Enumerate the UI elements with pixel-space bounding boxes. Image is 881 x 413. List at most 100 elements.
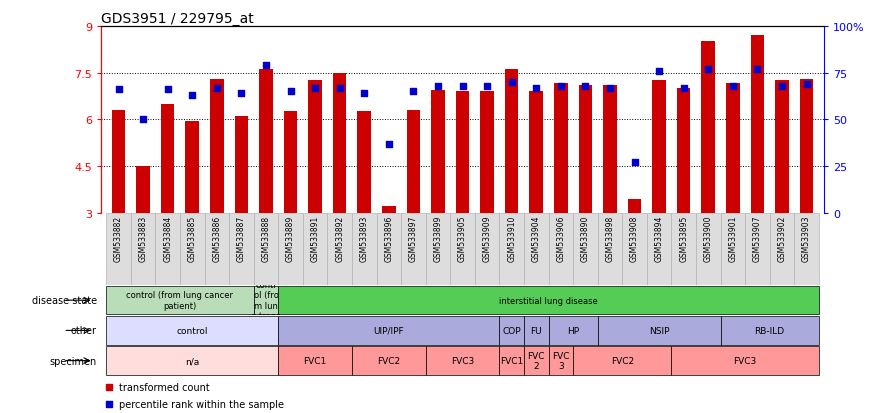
Bar [671, 213, 696, 285]
Bar [112, 111, 125, 213]
Bar [107, 286, 254, 315]
Text: GSM533886: GSM533886 [212, 215, 221, 261]
Point [406, 89, 420, 95]
Point [112, 87, 126, 93]
Bar [549, 316, 597, 345]
Text: percentile rank within the sample: percentile rank within the sample [120, 399, 285, 409]
Point [603, 85, 617, 92]
Bar [480, 92, 494, 213]
Text: UIP/IPF: UIP/IPF [374, 326, 404, 335]
Bar [500, 347, 524, 375]
Bar [721, 316, 818, 345]
Point [136, 116, 150, 123]
Bar [524, 213, 549, 285]
Bar [622, 213, 647, 285]
Text: control: control [176, 326, 208, 335]
Point [357, 90, 371, 97]
Point [431, 83, 445, 90]
Bar [210, 80, 224, 213]
Point [799, 81, 813, 88]
Bar [529, 92, 543, 213]
Point [259, 63, 273, 69]
Bar [352, 213, 376, 285]
Bar [795, 213, 818, 285]
Text: GSM533894: GSM533894 [655, 215, 663, 261]
Bar [603, 86, 617, 213]
Bar [770, 213, 795, 285]
Text: GDS3951 / 229795_at: GDS3951 / 229795_at [101, 12, 254, 26]
Text: GSM533897: GSM533897 [409, 215, 418, 261]
Text: GSM533883: GSM533883 [138, 215, 148, 261]
Text: GSM533904: GSM533904 [532, 215, 541, 262]
Bar [352, 347, 426, 375]
Text: specimen: specimen [49, 356, 97, 366]
Text: GSM533884: GSM533884 [163, 215, 172, 261]
Bar [130, 213, 155, 285]
Bar [376, 213, 401, 285]
Bar [284, 112, 297, 213]
Point [578, 83, 592, 90]
Text: GSM533899: GSM533899 [433, 215, 442, 261]
Bar [647, 213, 671, 285]
Bar [186, 121, 199, 213]
Point [210, 85, 224, 92]
Text: GSM533885: GSM533885 [188, 215, 196, 261]
Bar [500, 213, 524, 285]
Text: GSM533891: GSM533891 [311, 215, 320, 261]
Bar [549, 213, 574, 285]
Bar [229, 213, 254, 285]
Point [775, 83, 789, 90]
Text: RB-ILD: RB-ILD [755, 326, 785, 335]
Bar [308, 81, 322, 213]
Point [726, 83, 740, 90]
Bar [475, 213, 500, 285]
Point [701, 66, 715, 73]
Text: GSM533888: GSM533888 [262, 215, 270, 261]
Bar [455, 92, 470, 213]
Text: GSM533900: GSM533900 [704, 215, 713, 262]
Bar [107, 316, 278, 345]
Bar [751, 36, 764, 213]
Text: GSM533909: GSM533909 [483, 215, 492, 262]
Point [333, 85, 347, 92]
Bar [574, 347, 671, 375]
Point [677, 85, 691, 92]
Text: GSM533893: GSM533893 [359, 215, 369, 261]
Bar [579, 86, 592, 213]
Bar [137, 166, 150, 213]
Text: FVC2: FVC2 [377, 356, 400, 365]
Bar [597, 316, 721, 345]
Text: GSM533906: GSM533906 [556, 215, 566, 262]
Point [505, 79, 519, 86]
Point [455, 83, 470, 90]
Bar [677, 89, 691, 213]
Bar [401, 213, 426, 285]
Bar [652, 81, 666, 213]
Bar [107, 347, 278, 375]
Text: NSIP: NSIP [648, 326, 670, 335]
Point [185, 93, 199, 99]
Bar [259, 70, 273, 213]
Text: GSM533892: GSM533892 [335, 215, 344, 261]
Bar [204, 213, 229, 285]
Text: FVC1: FVC1 [303, 356, 327, 365]
Text: contr
ol (fro
m lun
g trans: contr ol (fro m lun g trans [251, 280, 281, 320]
Text: HP: HP [567, 326, 579, 335]
Text: FU: FU [530, 326, 542, 335]
Text: GSM533905: GSM533905 [458, 215, 467, 262]
Bar [161, 104, 174, 213]
Text: FVC3: FVC3 [734, 356, 757, 365]
Text: FVC
2: FVC 2 [528, 351, 545, 370]
Bar [696, 213, 721, 285]
Text: COP: COP [502, 326, 521, 335]
Text: FVC
3: FVC 3 [552, 351, 569, 370]
Text: disease state: disease state [32, 295, 97, 306]
Bar [407, 111, 420, 213]
Text: GSM533887: GSM533887 [237, 215, 246, 261]
Point [554, 83, 568, 90]
Bar [278, 316, 500, 345]
Point [101, 384, 115, 390]
Text: GSM533910: GSM533910 [507, 215, 516, 261]
Text: interstitial lung disease: interstitial lung disease [500, 296, 598, 305]
Bar [549, 347, 574, 375]
